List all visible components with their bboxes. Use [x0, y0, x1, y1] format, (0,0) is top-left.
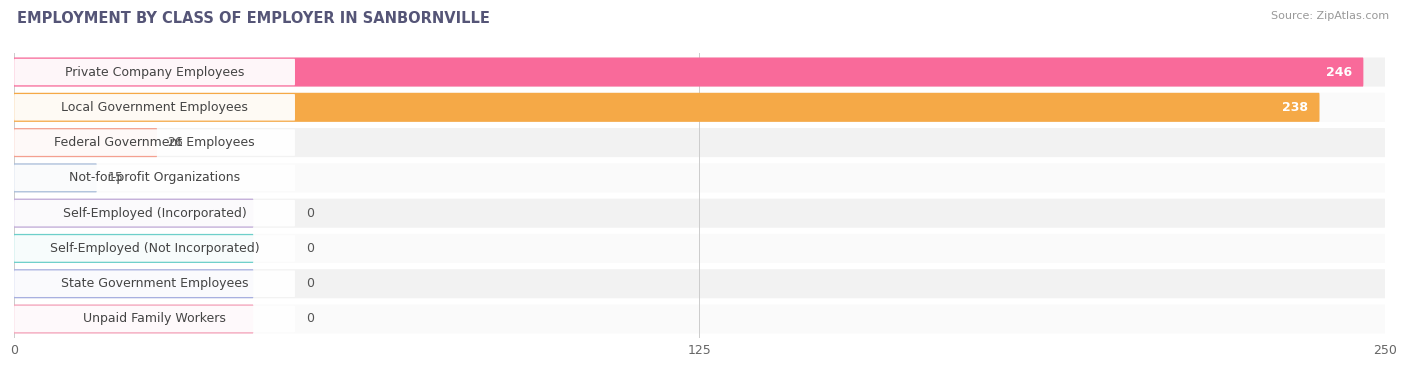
FancyBboxPatch shape: [14, 305, 1385, 334]
FancyBboxPatch shape: [14, 234, 1385, 263]
FancyBboxPatch shape: [14, 163, 97, 193]
Text: Self-Employed (Not Incorporated): Self-Employed (Not Incorporated): [49, 242, 259, 255]
FancyBboxPatch shape: [14, 94, 295, 121]
Text: 0: 0: [307, 242, 314, 255]
Text: Not-for-profit Organizations: Not-for-profit Organizations: [69, 171, 240, 184]
FancyBboxPatch shape: [14, 269, 253, 298]
Text: 0: 0: [307, 277, 314, 290]
Text: Local Government Employees: Local Government Employees: [60, 101, 247, 114]
Text: Unpaid Family Workers: Unpaid Family Workers: [83, 312, 226, 326]
Text: EMPLOYMENT BY CLASS OF EMPLOYER IN SANBORNVILLE: EMPLOYMENT BY CLASS OF EMPLOYER IN SANBO…: [17, 11, 489, 26]
Text: 238: 238: [1282, 101, 1308, 114]
FancyBboxPatch shape: [14, 128, 157, 157]
FancyBboxPatch shape: [14, 199, 1385, 228]
Text: Federal Government Employees: Federal Government Employees: [55, 136, 254, 149]
Text: 0: 0: [307, 207, 314, 220]
FancyBboxPatch shape: [14, 305, 253, 334]
FancyBboxPatch shape: [14, 93, 1385, 122]
Text: State Government Employees: State Government Employees: [60, 277, 249, 290]
FancyBboxPatch shape: [14, 270, 295, 297]
FancyBboxPatch shape: [14, 163, 1385, 193]
FancyBboxPatch shape: [14, 128, 1385, 157]
Text: Source: ZipAtlas.com: Source: ZipAtlas.com: [1271, 11, 1389, 21]
Text: 246: 246: [1326, 65, 1353, 79]
FancyBboxPatch shape: [14, 165, 295, 191]
Text: 26: 26: [167, 136, 183, 149]
FancyBboxPatch shape: [14, 200, 295, 226]
FancyBboxPatch shape: [14, 235, 295, 262]
FancyBboxPatch shape: [14, 269, 1385, 298]
FancyBboxPatch shape: [14, 129, 295, 156]
FancyBboxPatch shape: [14, 59, 295, 85]
FancyBboxPatch shape: [14, 234, 253, 263]
Text: Self-Employed (Incorporated): Self-Employed (Incorporated): [63, 207, 246, 220]
Text: 0: 0: [307, 312, 314, 326]
FancyBboxPatch shape: [14, 306, 295, 332]
Text: Private Company Employees: Private Company Employees: [65, 65, 245, 79]
Text: 15: 15: [107, 171, 124, 184]
FancyBboxPatch shape: [14, 199, 253, 228]
FancyBboxPatch shape: [14, 58, 1364, 86]
FancyBboxPatch shape: [14, 93, 1319, 122]
FancyBboxPatch shape: [14, 58, 1385, 86]
